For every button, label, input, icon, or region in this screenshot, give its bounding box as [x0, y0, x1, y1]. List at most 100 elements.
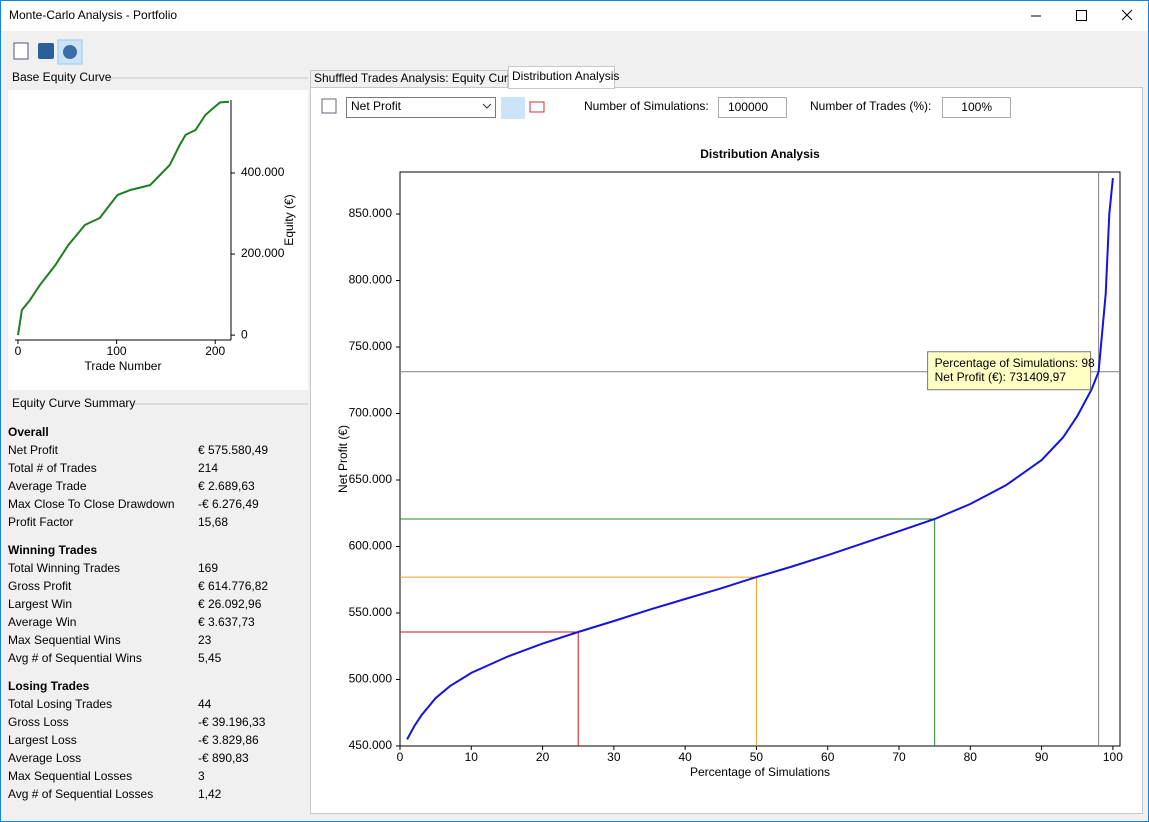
window-title: Monte-Carlo Analysis - Portfolio: [9, 8, 177, 22]
row-label: Net Profit: [8, 443, 59, 457]
section-title: Overall: [8, 425, 49, 439]
x-tick-label: 90: [1035, 750, 1049, 764]
x-tick-label: 200: [205, 344, 225, 358]
y-tick-label: 750.000: [349, 339, 393, 353]
row-label: Max Sequential Wins: [8, 633, 121, 647]
y-tick-label: 500.000: [349, 672, 393, 686]
tooltip-line: Net Profit (€): 731409,97: [935, 370, 1067, 384]
row-value: 1,42: [198, 787, 222, 801]
x-tick-label: 100: [1103, 750, 1123, 764]
select-chevron: [482, 103, 492, 109]
row-label: Avg # of Sequential Wins: [8, 651, 142, 665]
section-title: Losing Trades: [8, 679, 90, 693]
title-bar: [1, 1, 1148, 31]
y-axis-label: Equity (€): [282, 194, 296, 245]
plot-frame: [399, 171, 1121, 747]
row-label: Largest Win: [8, 597, 72, 611]
row-label: Total # of Trades: [8, 461, 97, 475]
row-value: 169: [198, 561, 218, 575]
metric-select[interactable]: [346, 97, 496, 118]
row-label: Average Trade: [8, 479, 87, 493]
group-heading: Base Equity Curve: [12, 70, 112, 84]
maximize-button[interactable]: [1076, 10, 1087, 21]
x-tick-label: 70: [892, 750, 906, 764]
x-tick-label: 40: [678, 750, 692, 764]
save-icon[interactable]: [38, 43, 54, 59]
row-label: Max Sequential Losses: [8, 769, 132, 783]
x-tick-label: 80: [964, 750, 978, 764]
y-tick-label: 650.000: [349, 472, 393, 486]
row-value: 23: [198, 633, 212, 647]
row-value: 214: [198, 461, 218, 475]
row-label: Average Loss: [8, 751, 81, 765]
chart-view-button[interactable]: [501, 97, 525, 119]
tab[interactable]: [310, 70, 508, 88]
close-button[interactable]: [1121, 9, 1133, 21]
section-title: Winning Trades: [8, 543, 98, 557]
x-tick-label: 0: [397, 750, 404, 764]
table-view-button[interactable]: [529, 101, 545, 113]
field-value: 100000: [728, 100, 768, 114]
x-tick-label: 60: [821, 750, 835, 764]
row-value: -€ 3.829,86: [198, 733, 259, 747]
tooltip: [927, 351, 1092, 391]
row-label: Total Losing Trades: [8, 697, 112, 711]
y-tick-label: 550.000: [349, 605, 393, 619]
x-tick-label: 0: [15, 344, 22, 358]
row-label: Profit Factor: [8, 515, 73, 529]
row-value: € 614.776,82: [198, 579, 268, 593]
x-axis-label: Trade Number: [85, 359, 162, 373]
row-value: 44: [198, 697, 212, 711]
row-value: € 2.689,63: [198, 479, 255, 493]
field-label: Number of Trades (%):: [810, 99, 931, 113]
export-icon[interactable]: [321, 98, 337, 114]
data-line: [17, 100, 230, 336]
row-value: € 26.092,96: [198, 597, 262, 611]
chart-title: Distribution Analysis: [700, 147, 820, 161]
row-label: Gross Loss: [8, 715, 69, 729]
y-tick-label: 800.000: [349, 273, 393, 287]
field-label: Number of Simulations:: [584, 99, 709, 113]
y-tick-label: 400.000: [241, 165, 285, 179]
row-value: -€ 890,83: [198, 751, 249, 765]
simulations-input[interactable]: [718, 97, 787, 118]
x-axis-label: Percentage of Simulations: [690, 765, 830, 779]
plot-frame: [15, 100, 231, 340]
x-tick-label: 10: [465, 750, 479, 764]
y-tick-label: 450.000: [349, 738, 393, 752]
y-axis-label: Net Profit (€): [336, 425, 350, 493]
select-value: Net Profit: [351, 99, 402, 113]
row-value: -€ 6.276,49: [198, 497, 259, 511]
row-label: Gross Profit: [8, 579, 72, 593]
row-value: 3: [198, 769, 205, 783]
y-tick-label: 200.000: [241, 246, 285, 260]
field-value: 100%: [961, 100, 992, 114]
tab-label: Shuffled Trades Analysis: Equity Curve: [314, 71, 521, 85]
x-tick-label: 50: [750, 750, 764, 764]
tab-active[interactable]: [508, 66, 615, 89]
row-label: Total Winning Trades: [8, 561, 120, 575]
data-line: [406, 178, 1114, 740]
tab-label: Distribution Analysis: [512, 69, 619, 83]
row-label: Largest Loss: [8, 733, 77, 747]
y-tick-label: 600.000: [349, 539, 393, 553]
y-tick-label: 850.000: [349, 206, 393, 220]
row-value: € 3.637,73: [198, 615, 255, 629]
row-label: Average Win: [8, 615, 76, 629]
x-tick-label: 30: [607, 750, 621, 764]
x-tick-label: 100: [107, 344, 127, 358]
tooltip-line: Percentage of Simulations: 98: [935, 356, 1095, 370]
trades-input[interactable]: [942, 97, 1011, 118]
copy-icon[interactable]: [13, 42, 29, 60]
x-tick-label: 20: [536, 750, 550, 764]
y-tick-label: 700.000: [349, 406, 393, 420]
row-value: € 575.580,49: [198, 443, 268, 457]
row-label: Avg # of Sequential Losses: [8, 787, 153, 801]
y-tick-label: 0: [241, 327, 248, 341]
group-heading: Equity Curve Summary: [12, 396, 135, 410]
row-value: 15,68: [198, 515, 228, 529]
row-value: 5,45: [198, 651, 222, 665]
row-value: -€ 39.196,33: [198, 715, 266, 729]
